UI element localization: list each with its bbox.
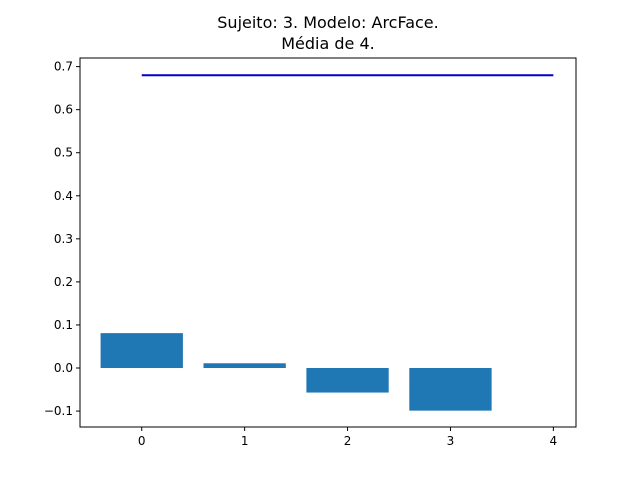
x-tick-label-2: 2 [344,434,352,448]
y-tick-label-6: 0.5 [54,146,73,160]
bar-2 [306,368,389,393]
y-tick-label-3: 0.2 [54,275,73,289]
chart-title-line-1: Sujeito: 3. Modelo: ArcFace. [217,13,438,32]
y-tick-label-0: −0.1 [44,404,73,418]
y-axis: −0.1 0.0 0.1 0.2 0.3 0.4 0.5 0.6 0.7 [44,60,80,418]
chart-title-line-2: Média de 4. [281,34,375,53]
y-tick-label-2: 0.1 [54,318,73,332]
bar-0 [100,333,183,369]
y-tick-label-4: 0.3 [54,232,73,246]
x-tick-label-4: 4 [550,434,558,448]
y-tick-label-8: 0.7 [54,60,73,74]
x-axis: 0 1 2 3 4 [138,427,557,448]
bar-series [100,333,492,411]
x-tick-label-3: 3 [447,434,455,448]
bar-1 [203,363,286,369]
bar-3 [409,368,492,411]
y-tick-label-1: 0.0 [54,361,73,375]
x-tick-label-0: 0 [138,434,146,448]
x-tick-label-1: 1 [241,434,249,448]
plot-frame [79,57,577,428]
y-tick-label-5: 0.4 [54,189,73,203]
y-tick-label-7: 0.6 [54,103,73,117]
